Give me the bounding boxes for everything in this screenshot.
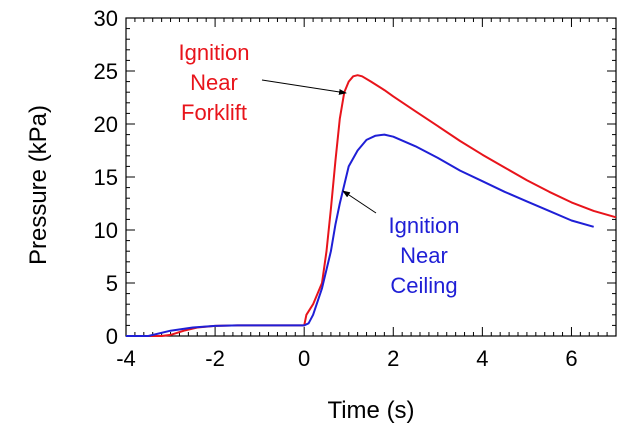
x-tick-label: 4 <box>476 346 488 371</box>
y-tick-label: 5 <box>106 271 118 296</box>
annotation-forklift-line: Near <box>190 70 238 95</box>
annotation-ceiling-line: Ignition <box>389 213 460 238</box>
x-tick-label: 0 <box>298 346 310 371</box>
annotation-forklift-line: Ignition <box>179 40 250 65</box>
x-tick-label: 2 <box>387 346 399 371</box>
y-tick-label: 0 <box>106 324 118 349</box>
annotation-ceiling-line: Ceiling <box>390 273 457 298</box>
annotation-ceiling-line: Near <box>400 243 448 268</box>
y-tick-label: 25 <box>94 59 118 84</box>
x-tick-label: 6 <box>565 346 577 371</box>
y-axis-label: Pressure (kPa) <box>25 105 52 265</box>
y-tick-label: 20 <box>94 112 118 137</box>
y-tick-label: 10 <box>94 218 118 243</box>
annotation-forklift-line: Forklift <box>181 100 247 125</box>
x-axis-label: Time (s) <box>327 397 414 424</box>
y-tick-label: 15 <box>94 165 118 190</box>
x-tick-label: -2 <box>205 346 225 371</box>
plot-frame <box>125 17 617 337</box>
x-tick-label: -4 <box>116 346 136 371</box>
annotation-arrow-forklift <box>261 79 347 95</box>
series-line-ceiling <box>126 133 594 337</box>
y-tick-label: 30 <box>94 6 118 31</box>
annotation-arrow-ceiling <box>342 190 377 214</box>
